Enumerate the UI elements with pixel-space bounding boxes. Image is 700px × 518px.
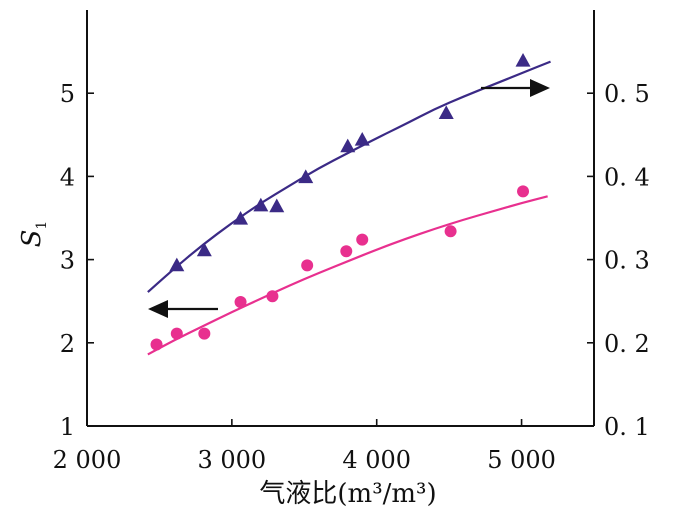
data-point-circle xyxy=(198,327,211,340)
x-tick-label: 4 000 xyxy=(342,446,411,474)
fit-curve-right-axis xyxy=(147,60,551,293)
right-y-tick-label: 0. 4 xyxy=(604,163,650,191)
right-y-tick-label: 0. 3 xyxy=(604,247,650,275)
left-y-tick-label: 1 xyxy=(60,413,75,441)
x-axis-label: 气液比(m³/m³) xyxy=(259,479,436,509)
left-y-tick-label: 4 xyxy=(60,163,75,191)
y-axis-label: S1 xyxy=(17,221,50,248)
data-point-circle xyxy=(301,259,314,272)
left-y-tick-label: 2 xyxy=(60,330,75,358)
arrow-head-left xyxy=(148,300,168,318)
data-point-triangle xyxy=(233,211,249,225)
data-point-triangle xyxy=(196,242,212,257)
left-y-tick-label: 5 xyxy=(60,80,75,108)
right-y-tick-label: 0. 1 xyxy=(604,413,650,441)
x-tick-label: 3 000 xyxy=(197,446,266,474)
labels: S1 气液比(m³/m³) xyxy=(17,221,437,509)
data-point-circle xyxy=(150,338,163,351)
data-point-circle xyxy=(444,225,457,238)
x-axis-label-text: 气液比 xyxy=(259,479,337,509)
arrow-head-right xyxy=(530,79,550,97)
left-y-tick-label: 3 xyxy=(60,247,75,275)
series-layer xyxy=(147,52,551,356)
data-point-circle xyxy=(356,233,369,246)
x-tick-label: 2 000 xyxy=(53,446,122,474)
data-point-triangle xyxy=(169,257,185,272)
data-point-circle xyxy=(517,185,530,198)
fit-curve-left-axis xyxy=(147,195,548,356)
data-point-triangle xyxy=(269,198,285,213)
data-point-circle xyxy=(234,296,247,309)
data-point-triangle xyxy=(515,52,531,67)
y-axis-label-subscript: 1 xyxy=(34,221,50,230)
data-point-circle xyxy=(340,245,353,258)
right-y-tick-label: 0. 2 xyxy=(604,330,650,358)
data-point-triangle xyxy=(340,138,356,153)
right-y-tick-label: 0. 5 xyxy=(604,80,650,108)
data-point-triangle xyxy=(298,169,314,184)
x-tick-label: 5 000 xyxy=(487,446,556,474)
data-point-triangle xyxy=(354,131,370,146)
annotations xyxy=(148,79,550,318)
x-axis-unit: (m³/m³) xyxy=(337,479,436,509)
data-point-triangle xyxy=(253,197,269,212)
data-point-circle xyxy=(170,327,183,340)
data-point-triangle xyxy=(438,105,454,120)
axes: 2 000 3 000 4 000 5 000 1 2 3 4 5 0. 1 0. 2 0. 3 0. … xyxy=(53,10,650,474)
data-point-circle xyxy=(266,290,279,303)
